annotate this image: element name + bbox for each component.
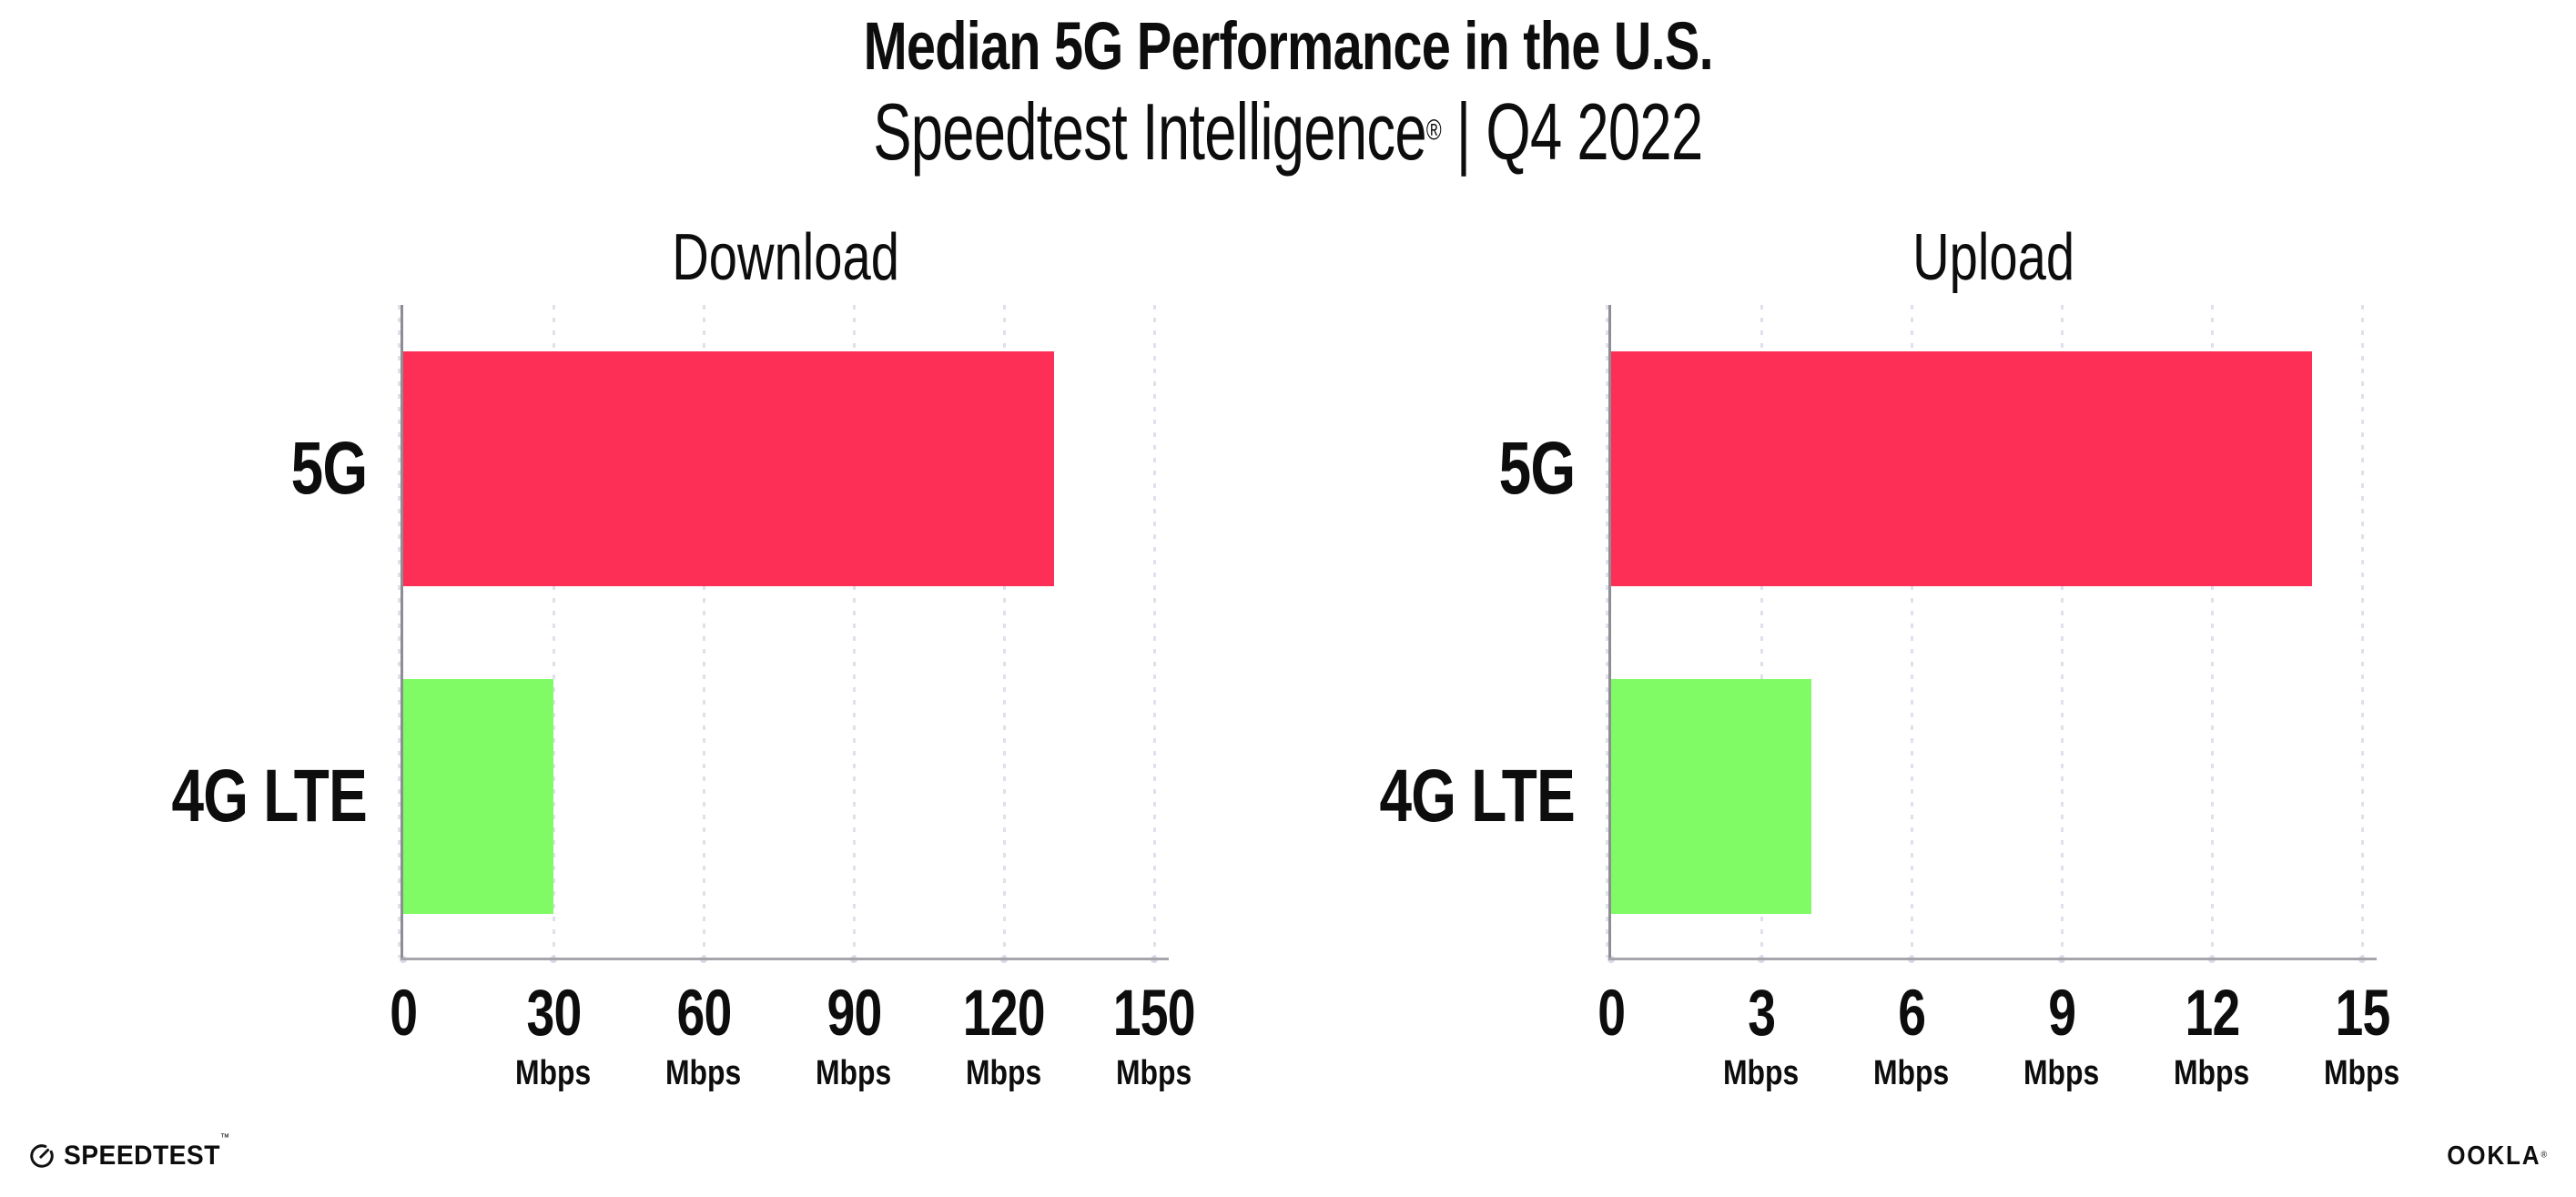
x-tick-value: 120 [962,978,1046,1050]
x-tick-unit: Mbps [816,1054,892,1092]
bar-5g-download [403,351,1054,586]
gridline-12 [2210,305,2214,958]
x-tick-label-download-30: 30 Mbps [444,981,663,1090]
gridline-3 [1760,305,1763,958]
x-tick-value: 12 [2184,978,2240,1050]
bar-4g-lte-upload [1611,679,1811,914]
ytick-label-5g-download: 5G [290,427,368,510]
x-tick-value: 60 [675,978,732,1050]
x-tick-value: 90 [826,978,882,1050]
x-tick-label-download-90: 90 Mbps [745,981,963,1090]
gridline-120 [1002,305,1006,958]
upload-plot-area [1606,305,2377,963]
registered-mark: ® [1425,113,1442,147]
upload-chart-title: Upload [1912,221,2075,294]
ytick-label-4g-lte-download: 4G LTE [171,755,368,837]
speedtest-gauge-icon [30,1144,54,1168]
gridline-90 [852,305,856,958]
x-tick-unit: Mbps [966,1054,1042,1092]
ookla-logo: OOKLA® [2447,1141,2547,1172]
bar-5g-upload [1611,351,2312,586]
x-tick-label-download-60: 60 Mbps [594,981,813,1090]
x-tick-label-upload-0: 0 [1502,981,1720,1046]
x-tick-label-download-0: 0 [294,981,512,1046]
subtitle-period: | Q4 2022 [1441,86,1703,177]
trademark-symbol: ™ [219,1132,230,1143]
x-tick-unit: Mbps [1873,1054,1950,1092]
gridline-15 [2360,305,2364,958]
y-axis-spine [1608,305,1611,958]
x-axis-baseline [1608,958,2377,960]
x-tick-unit: Mbps [1723,1054,1800,1092]
x-tick-label-download-120: 120 Mbps [895,981,1113,1090]
speedtest-logo: SPEEDTEST™ [28,1132,240,1172]
x-tick-unit: Mbps [2023,1054,2100,1092]
gridline-30 [552,305,555,958]
download-plot-area [398,305,1169,963]
ookla-logo-text: OOKLA [2447,1141,2541,1171]
gridline-9 [2060,305,2064,958]
x-tick-value: 3 [1747,978,1776,1050]
bar-4g-lte-download [403,679,553,914]
page-subtitle: Speedtest Intelligence® | Q4 2022 [0,86,2576,178]
speedtest-logo-text: SPEEDTEST™ [64,1132,230,1171]
x-tick-label-upload-15: 15 Mbps [2253,981,2471,1090]
x-tick-value: 0 [1597,978,1626,1050]
x-tick-label-download-150: 150 Mbps [1045,981,1263,1090]
page-title-text: Median 5G Performance in the U.S. [863,8,1713,84]
y-axis-spine [401,305,403,958]
x-tick-value: 9 [2047,978,2076,1050]
ookla-registered-mark: ® [2541,1150,2547,1161]
x-axis-baseline [401,958,1169,960]
x-tick-label-upload-6: 6 Mbps [1802,981,2021,1090]
x-tick-label-upload-9: 9 Mbps [1952,981,2171,1090]
x-tick-label-upload-12: 12 Mbps [2103,981,2321,1090]
x-tick-value: 150 [1112,978,1196,1050]
ytick-label-5g-upload: 5G [1498,427,1576,510]
x-tick-unit: Mbps [2174,1054,2250,1092]
subtitle-product: Speedtest Intelligence [873,86,1426,177]
x-tick-unit: Mbps [515,1054,592,1092]
gridline-60 [702,305,705,958]
download-chart-title: Download [672,221,900,294]
ytick-label-4g-lte-upload: 4G LTE [1379,755,1576,837]
x-tick-value: 30 [525,978,582,1050]
x-tick-value: 0 [389,978,418,1050]
x-tick-value: 6 [1897,978,1926,1050]
x-tick-unit: Mbps [2324,1054,2400,1092]
x-tick-unit: Mbps [1116,1054,1192,1092]
x-tick-unit: Mbps [665,1054,742,1092]
gridline-6 [1910,305,1913,958]
x-tick-value: 15 [2334,978,2390,1050]
gridline-150 [1152,305,1156,958]
x-tick-label-upload-3: 3 Mbps [1652,981,1871,1090]
gridline-0 [1606,305,1608,958]
page-subtitle-text: Speedtest Intelligence® | Q4 2022 [873,86,1703,178]
gridline-0 [398,305,401,958]
page-title: Median 5G Performance in the U.S. [0,7,2576,85]
